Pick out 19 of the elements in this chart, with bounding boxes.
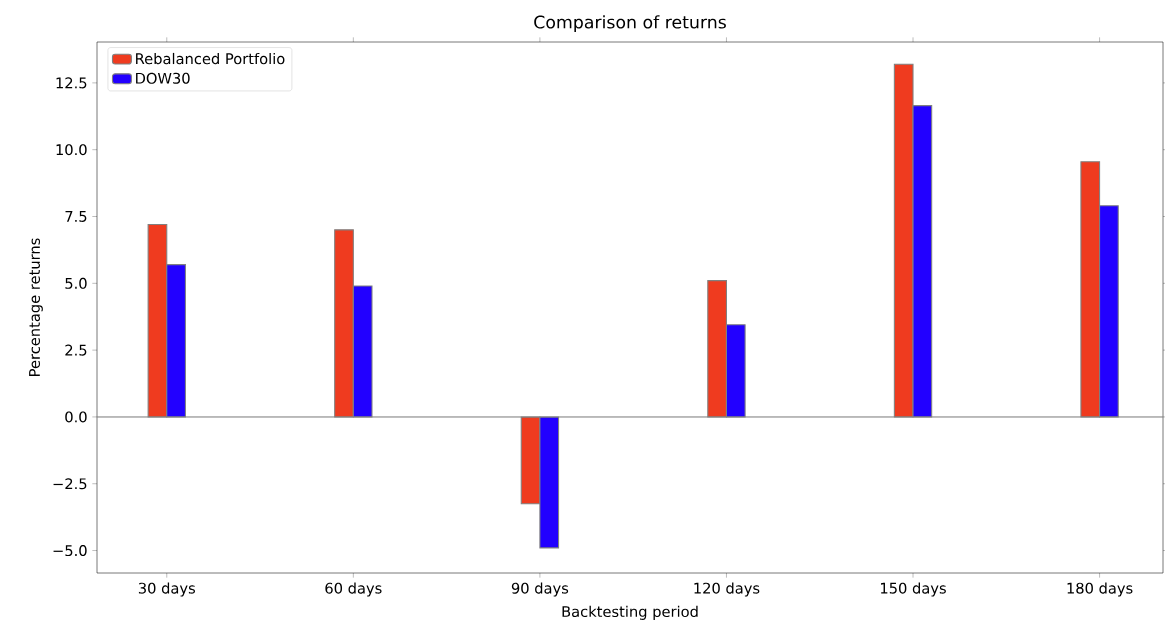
x-tick-label: 150 days (880, 582, 946, 597)
y-tick-label: 0.0 (65, 411, 87, 423)
y-tick-label: −2.5 (53, 478, 87, 490)
y-tick-label: 2.5 (65, 344, 87, 356)
x-axis-title: Backtesting period (562, 605, 698, 620)
legend-label: Rebalanced Portfolio (136, 52, 285, 65)
x-tick-label: 120 days (694, 582, 760, 597)
y-axis-title: Percentage returns (29, 238, 43, 376)
legend-label: DOW30 (136, 72, 190, 84)
y-tick-label: 10.0 (56, 144, 87, 156)
x-tick-label: 60 days (325, 582, 382, 597)
x-tick-label: 30 days (138, 582, 196, 597)
y-tick-label: 12.5 (56, 77, 87, 89)
x-tick-label: 180 days (1067, 582, 1133, 597)
y-tick-label: 5.0 (65, 277, 87, 289)
x-tick-label: 90 days (511, 582, 569, 597)
y-tick-label: −5.0 (53, 545, 87, 557)
y-tick-label: 7.5 (65, 211, 87, 222)
chart-title: Comparison of returns (534, 15, 726, 32)
